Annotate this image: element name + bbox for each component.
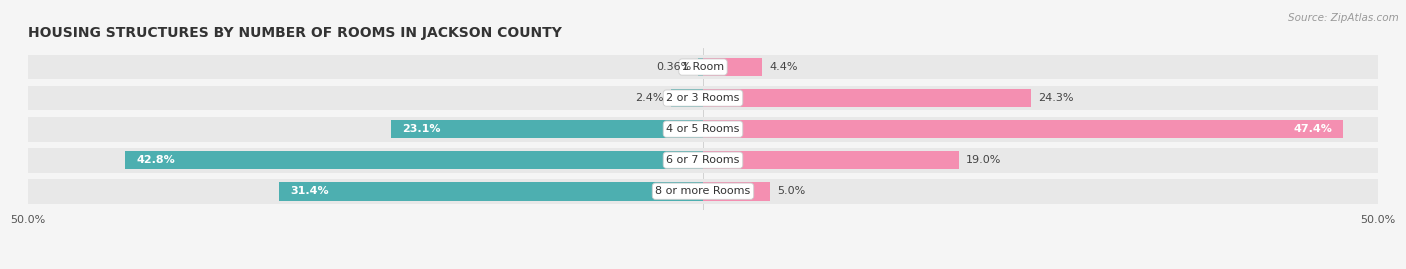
Text: 42.8%: 42.8% [136,155,174,165]
Bar [703,120,1343,139]
Text: 4 or 5 Rooms: 4 or 5 Rooms [666,124,740,134]
Bar [28,86,1378,111]
Bar [703,151,959,169]
Bar [703,58,762,76]
Text: 1 Room: 1 Room [682,62,724,72]
Legend: Owner-occupied, Renter-occupied: Owner-occupied, Renter-occupied [572,266,834,269]
Text: 6 or 7 Rooms: 6 or 7 Rooms [666,155,740,165]
Text: 23.1%: 23.1% [402,124,440,134]
Bar [28,117,1378,141]
Text: 31.4%: 31.4% [290,186,329,196]
Bar [28,55,1378,79]
Bar [671,89,703,107]
Text: 47.4%: 47.4% [1294,124,1331,134]
Text: 19.0%: 19.0% [966,155,1001,165]
Text: 2 or 3 Rooms: 2 or 3 Rooms [666,93,740,103]
Text: 4.4%: 4.4% [769,62,797,72]
Bar [28,148,1378,173]
Bar [699,58,703,76]
Bar [28,179,1378,204]
Text: HOUSING STRUCTURES BY NUMBER OF ROOMS IN JACKSON COUNTY: HOUSING STRUCTURES BY NUMBER OF ROOMS IN… [28,26,562,40]
Bar [391,120,703,139]
Text: 0.36%: 0.36% [657,62,692,72]
Text: 24.3%: 24.3% [1038,93,1073,103]
Text: 2.4%: 2.4% [636,93,664,103]
Text: 8 or more Rooms: 8 or more Rooms [655,186,751,196]
Bar [703,89,1031,107]
Text: 5.0%: 5.0% [778,186,806,196]
Bar [703,182,770,200]
Bar [280,182,703,200]
Text: Source: ZipAtlas.com: Source: ZipAtlas.com [1288,13,1399,23]
Bar [125,151,703,169]
